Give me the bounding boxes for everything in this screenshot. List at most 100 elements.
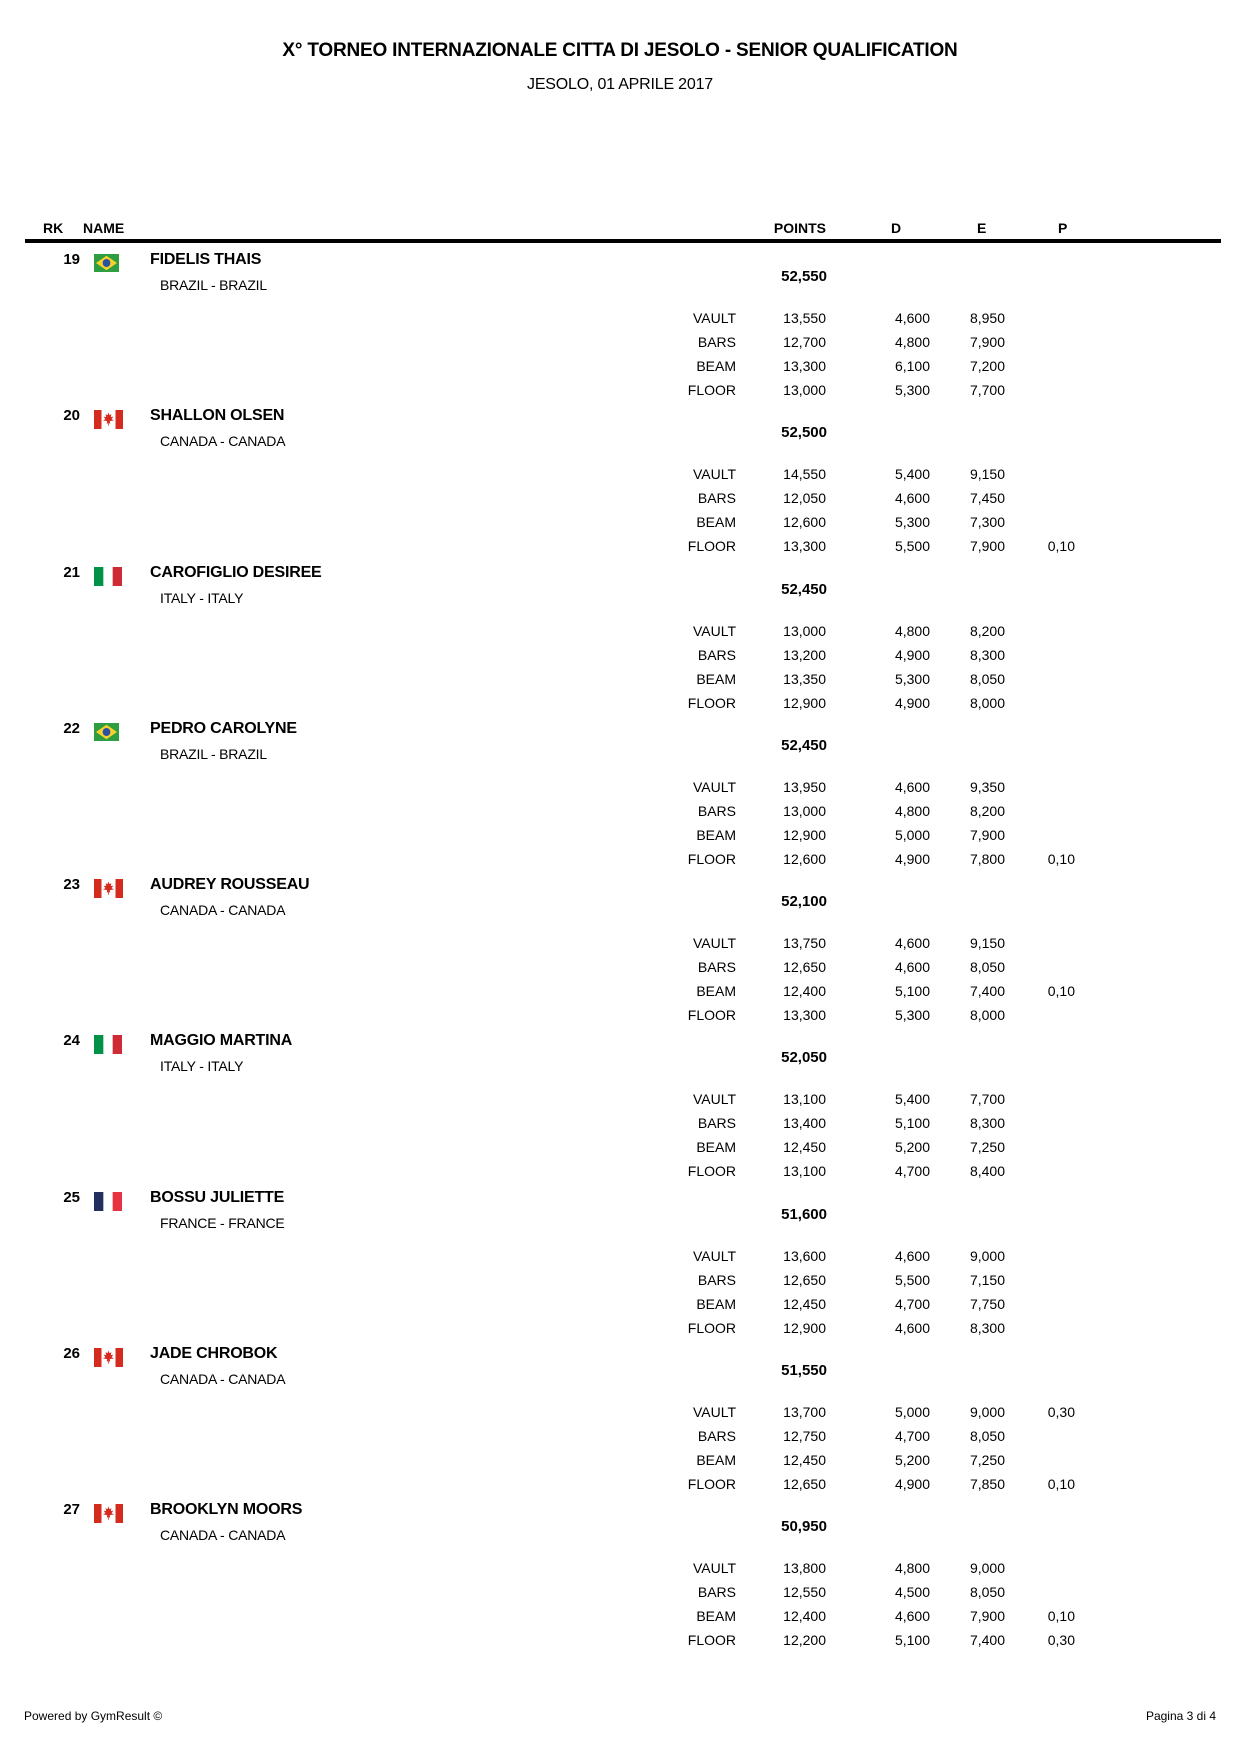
apparatus-d-score: 4,600 <box>894 1248 930 1264</box>
apparatus-points: 12,550 <box>783 1584 826 1600</box>
apparatus-row: FLOOR 12,900 4,900 8,000 <box>0 691 1240 715</box>
athlete-name: CAROFIGLIO DESIREE <box>150 564 322 581</box>
athlete-row: 22 PEDRO CAROLYNE BRAZIL - BRAZIL 52,450… <box>0 719 1240 875</box>
apparatus-d-score: 5,400 <box>894 1091 930 1107</box>
apparatus-e-score: 8,050 <box>969 959 1005 975</box>
athlete-name: BOSSU JULIETTE <box>150 1189 285 1206</box>
apparatus-row: BEAM 12,450 4,700 7,750 <box>0 1292 1240 1316</box>
apparatus-label: BARS <box>697 647 736 663</box>
apparatus-label: BARS <box>697 959 736 975</box>
apparatus-row: BARS 12,650 4,600 8,050 <box>0 955 1240 979</box>
apparatus-d-score: 4,600 <box>894 935 930 951</box>
apparatus-e-score: 8,000 <box>969 1007 1005 1023</box>
apparatus-row: BEAM 12,450 5,200 7,250 <box>0 1135 1240 1159</box>
apparatus-d-score: 5,500 <box>894 1272 930 1288</box>
apparatus-e-score: 8,200 <box>969 623 1005 639</box>
apparatus-d-score: 4,600 <box>894 779 930 795</box>
apparatus-points: 13,000 <box>783 803 826 819</box>
athlete-rank: 22 <box>63 720 80 737</box>
apparatus-penalty: 0,10 <box>1047 983 1075 999</box>
flag-brazil-icon <box>94 723 119 741</box>
athlete-name: MAGGIO MARTINA <box>150 1032 293 1049</box>
apparatus-e-score: 7,200 <box>969 358 1005 374</box>
apparatus-e-score: 7,250 <box>969 1452 1005 1468</box>
apparatus-e-score: 8,050 <box>969 671 1005 687</box>
header-penalty: P <box>1058 220 1068 236</box>
flag-canada-icon <box>94 1504 123 1523</box>
apparatus-label: BARS <box>697 490 736 506</box>
apparatus-d-score: 4,800 <box>894 1560 930 1576</box>
apparatus-points: 12,600 <box>783 514 826 530</box>
apparatus-row: BARS 13,200 4,900 8,300 <box>0 643 1240 667</box>
athlete-rank: 19 <box>63 251 80 268</box>
flag-canada-icon <box>94 410 123 429</box>
apparatus-label: FLOOR <box>687 382 736 398</box>
apparatus-points: 12,900 <box>783 1320 826 1336</box>
athlete-country: BRAZIL - BRAZIL <box>160 746 267 762</box>
total-points: 50,950 <box>781 1518 827 1535</box>
apparatus-row: VAULT 13,100 5,400 7,700 <box>0 1087 1240 1111</box>
apparatus-d-score: 5,300 <box>894 671 930 687</box>
apparatus-d-score: 4,600 <box>894 1608 930 1624</box>
apparatus-points: 13,300 <box>783 358 826 374</box>
footer-powered-by: Powered by GymResult © <box>24 1709 163 1723</box>
apparatus-label: BEAM <box>696 1296 736 1312</box>
header-e-score: E <box>977 220 987 236</box>
total-points: 51,600 <box>781 1206 827 1223</box>
total-points: 52,450 <box>781 581 827 598</box>
apparatus-points: 14,550 <box>783 466 826 482</box>
apparatus-points: 12,650 <box>783 1272 826 1288</box>
apparatus-d-score: 4,500 <box>894 1584 930 1600</box>
apparatus-d-score: 4,900 <box>894 851 930 867</box>
apparatus-points: 13,300 <box>783 538 826 554</box>
apparatus-label: BARS <box>697 803 736 819</box>
apparatus-d-score: 4,900 <box>894 695 930 711</box>
athlete-country: CANADA - CANADA <box>160 1527 286 1543</box>
apparatus-label: BEAM <box>696 827 736 843</box>
table-header: RK NAME POINTS D E P <box>0 220 1240 240</box>
apparatus-points: 13,400 <box>783 1115 826 1131</box>
apparatus-row: VAULT 14,550 5,400 9,150 <box>0 462 1240 486</box>
apparatus-e-score: 7,850 <box>969 1476 1005 1492</box>
apparatus-e-score: 8,300 <box>969 647 1005 663</box>
apparatus-label: FLOOR <box>687 1632 736 1648</box>
apparatus-e-score: 8,300 <box>969 1115 1005 1131</box>
apparatus-row: BARS 12,650 5,500 7,150 <box>0 1268 1240 1292</box>
athlete-row: 26 JADE CHROBOK CANADA - CANADA 51,550 V… <box>0 1344 1240 1500</box>
apparatus-row: FLOOR 12,650 4,900 7,850 0,10 <box>0 1472 1240 1496</box>
flag-brazil-icon <box>94 254 119 272</box>
apparatus-points: 13,950 <box>783 779 826 795</box>
apparatus-d-score: 4,800 <box>894 623 930 639</box>
apparatus-e-score: 9,000 <box>969 1404 1005 1420</box>
apparatus-label: BEAM <box>696 358 736 374</box>
apparatus-d-score: 4,700 <box>894 1428 930 1444</box>
apparatus-label: BEAM <box>696 1139 736 1155</box>
apparatus-points: 12,450 <box>783 1296 826 1312</box>
apparatus-d-score: 4,600 <box>894 959 930 975</box>
apparatus-row: BEAM 13,350 5,300 8,050 <box>0 667 1240 691</box>
header-rule <box>25 239 1221 243</box>
apparatus-row: VAULT 13,950 4,600 9,350 <box>0 775 1240 799</box>
apparatus-d-score: 5,000 <box>894 1404 930 1420</box>
athlete-rank: 21 <box>63 564 80 581</box>
athlete-rank: 27 <box>63 1501 80 1518</box>
apparatus-e-score: 7,250 <box>969 1139 1005 1155</box>
apparatus-points: 13,800 <box>783 1560 826 1576</box>
apparatus-label: VAULT <box>692 1404 736 1420</box>
athlete-row: 27 BROOKLYN MOORS CANADA - CANADA 50,950… <box>0 1500 1240 1656</box>
apparatus-d-score: 5,200 <box>894 1139 930 1155</box>
apparatus-row: FLOOR 12,600 4,900 7,800 0,10 <box>0 847 1240 871</box>
athlete-row: 21 CAROFIGLIO DESIREE ITALY - ITALY 52,4… <box>0 563 1240 719</box>
apparatus-label: VAULT <box>692 779 736 795</box>
apparatus-penalty: 0,30 <box>1047 1632 1075 1648</box>
apparatus-label: VAULT <box>692 1248 736 1264</box>
apparatus-row: VAULT 13,800 4,800 9,000 <box>0 1556 1240 1580</box>
apparatus-e-score: 8,950 <box>969 310 1005 326</box>
athlete-country: BRAZIL - BRAZIL <box>160 277 267 293</box>
apparatus-e-score: 7,700 <box>969 382 1005 398</box>
athlete-country: CANADA - CANADA <box>160 433 286 449</box>
apparatus-e-score: 8,400 <box>969 1163 1005 1179</box>
apparatus-d-score: 5,100 <box>894 1632 930 1648</box>
apparatus-d-score: 5,500 <box>894 538 930 554</box>
athlete-row: 24 MAGGIO MARTINA ITALY - ITALY 52,050 V… <box>0 1031 1240 1187</box>
